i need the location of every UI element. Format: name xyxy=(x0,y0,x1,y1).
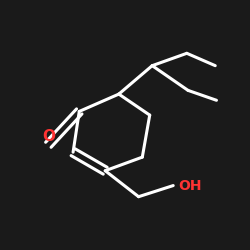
Text: OH: OH xyxy=(178,178,202,192)
Text: O: O xyxy=(42,129,55,144)
